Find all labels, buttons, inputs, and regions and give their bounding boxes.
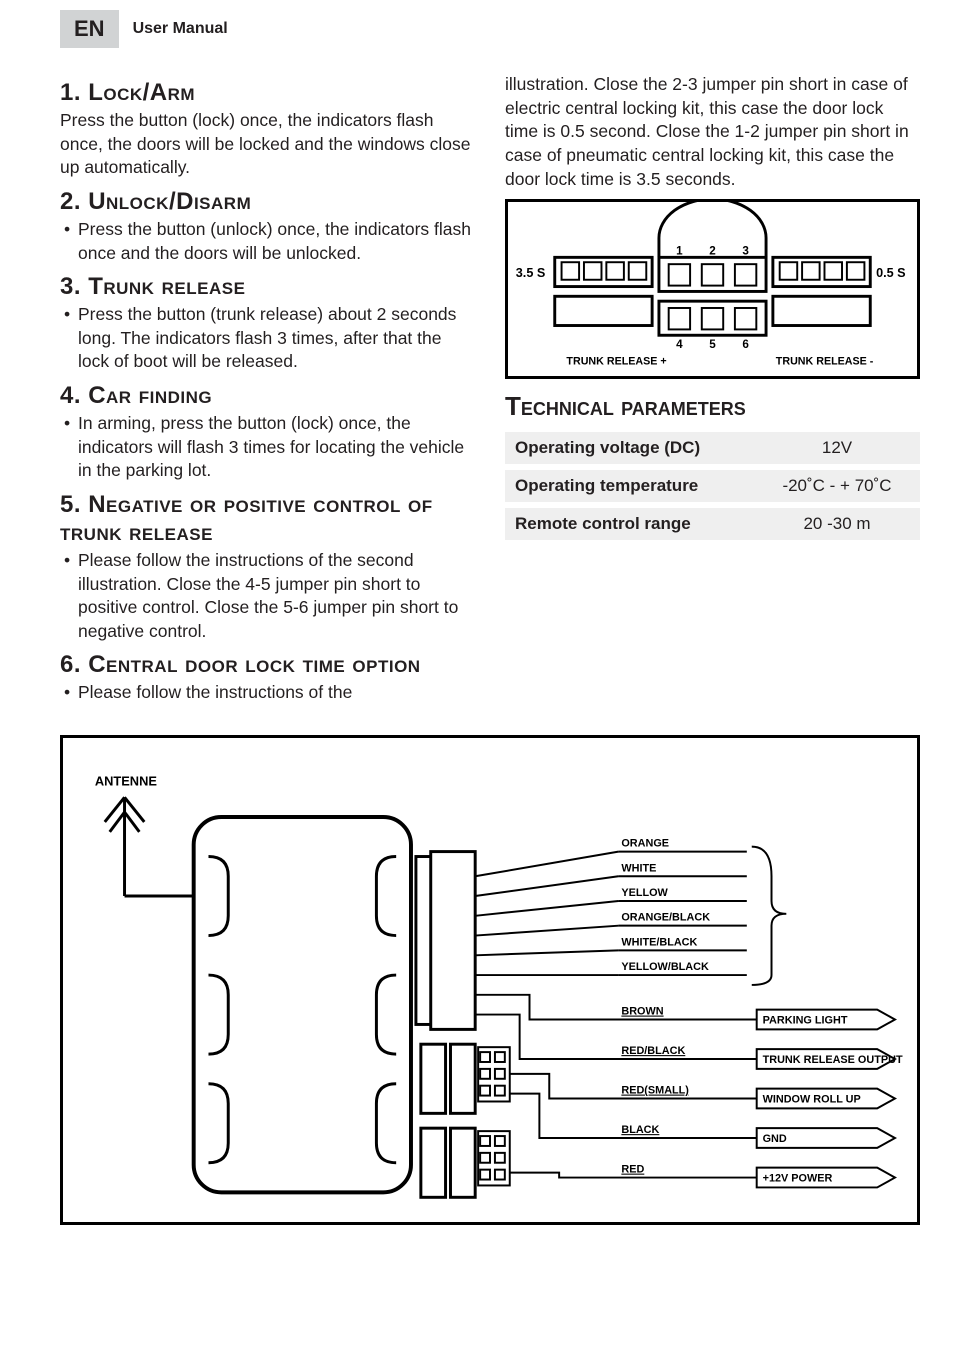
section-2-num: 2. xyxy=(60,188,81,215)
trunk-release-plus: TRUNK RELEASE + xyxy=(566,356,666,368)
section-3-num: 3. xyxy=(60,273,81,300)
pin-2-label: 2 xyxy=(709,245,716,258)
section-5-num: 5. xyxy=(60,491,81,518)
section-1-head: 1. Lock/Arm xyxy=(60,79,475,107)
section-4-num: 4. xyxy=(60,382,81,409)
section-4-head: 4. Car finding xyxy=(60,382,475,410)
param-value: 12V xyxy=(754,432,920,466)
wire-orange-black: ORANGE/BLACK xyxy=(621,912,710,924)
lang-tab: EN xyxy=(60,10,119,48)
param-value: 20 -30 m xyxy=(754,508,920,542)
wire-white: WHITE xyxy=(621,862,656,874)
section-5-bullet: Please follow the instructions of the se… xyxy=(60,549,475,644)
tech-params-table: Operating voltage (DC) 12V Operating tem… xyxy=(505,428,920,546)
section-5-title: Negative or positive control of trunk re… xyxy=(60,491,433,546)
manual-title: User Manual xyxy=(133,20,228,38)
pin-6-label: 6 xyxy=(742,338,749,351)
section-1-title: Lock/Arm xyxy=(88,79,195,106)
section-6-continuation: illustration. Close the 2-3 jumper pin s… xyxy=(505,73,920,191)
section-5-head: 5. Negative or positive control of trunk… xyxy=(60,491,475,547)
content-columns: 1. Lock/Arm Press the button (lock) once… xyxy=(60,73,920,713)
param-value: -20˚C - + 70˚C xyxy=(754,470,920,504)
out-parking-light: PARKING LIGHT xyxy=(763,1014,848,1026)
section-6-title: Central door lock time option xyxy=(88,651,420,678)
wire-red-small: RED(SMALL) xyxy=(621,1085,689,1097)
section-3-head: 3. Trunk release xyxy=(60,273,475,301)
wire-black: BLACK xyxy=(621,1124,659,1136)
wire-white-black: WHITE/BLACK xyxy=(621,936,697,948)
section-4-bullet: In arming, press the button (lock) once,… xyxy=(60,412,475,483)
wire-red: RED xyxy=(621,1164,644,1176)
section-1-body: Press the button (lock) once, the indica… xyxy=(60,109,475,180)
right-column: illustration. Close the 2-3 jumper pin s… xyxy=(505,73,920,713)
section-6-bullet: Please follow the instructions of the xyxy=(60,681,475,705)
jumper-diagram: 1 2 3 4 5 6 3.5 S xyxy=(505,199,920,379)
table-row: Operating voltage (DC) 12V xyxy=(505,432,920,466)
section-2-head: 2. Unlock/Disarm xyxy=(60,188,475,216)
param-label: Operating temperature xyxy=(505,470,754,504)
pin-4-label: 4 xyxy=(676,338,683,351)
section-1-num: 1. xyxy=(60,79,81,106)
pin-3-label: 3 xyxy=(742,245,749,258)
out-trunk-release: TRUNK RELEASE OUTPUT xyxy=(763,1054,903,1066)
left-column: 1. Lock/Arm Press the button (lock) once… xyxy=(60,73,475,713)
wire-yellow-black: YELLOW/BLACK xyxy=(621,961,709,973)
header: EN User Manual xyxy=(60,10,920,48)
section-4-title: Car finding xyxy=(88,382,212,409)
wire-orange: ORANGE xyxy=(621,838,669,850)
table-row: Remote control range 20 -30 m xyxy=(505,508,920,542)
table-row: Operating temperature -20˚C - + 70˚C xyxy=(505,470,920,504)
section-2-bullet: Press the button (unlock) once, the indi… xyxy=(60,218,475,265)
wire-red-black: RED/BLACK xyxy=(621,1045,685,1057)
trunk-release-minus: TRUNK RELEASE - xyxy=(776,356,874,368)
jumper-left-label: 3.5 S xyxy=(516,266,546,280)
jumper-right-label: 0.5 S xyxy=(876,266,906,280)
section-3-title: Trunk release xyxy=(88,273,245,300)
out-12v: +12V POWER xyxy=(763,1173,833,1185)
out-gnd: GND xyxy=(763,1133,787,1145)
section-6-num: 6. xyxy=(60,651,81,678)
wiring-diagram: ANTENNE xyxy=(60,735,920,1225)
section-2-title: Unlock/Disarm xyxy=(88,188,251,215)
section-6-head: 6. Central door lock time option xyxy=(60,651,475,679)
antenne-label: ANTENNE xyxy=(95,773,157,788)
wire-brown: BROWN xyxy=(621,1006,663,1018)
param-label: Operating voltage (DC) xyxy=(505,432,754,466)
tech-params-title: Technical parameters xyxy=(505,391,920,422)
pin-5-label: 5 xyxy=(709,338,716,351)
wire-yellow: YELLOW xyxy=(621,887,668,899)
section-3-bullet: Press the button (trunk release) about 2… xyxy=(60,303,475,374)
param-label: Remote control range xyxy=(505,508,754,542)
out-window-rollup: WINDOW ROLL UP xyxy=(763,1093,861,1105)
pin-1-label: 1 xyxy=(676,245,683,258)
